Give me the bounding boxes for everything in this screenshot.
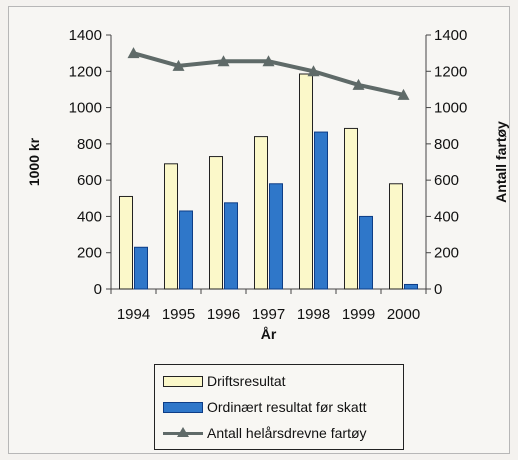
line-point-marker	[127, 47, 140, 59]
legend-swatch-driftsresultat	[163, 375, 203, 387]
line-point-marker	[397, 88, 410, 100]
y-tick-label: 1400	[69, 27, 102, 44]
x-tick-label: 1997	[252, 306, 285, 323]
line-point-marker	[262, 55, 275, 67]
legend-line-marker-icon	[163, 426, 203, 439]
x-tick-label: 1998	[297, 306, 330, 323]
y-tick-label: 0	[94, 281, 102, 298]
y-tick-label: 600	[77, 172, 102, 189]
y-tick-label: 400	[77, 208, 102, 225]
y2-tick-label: 1000	[434, 100, 467, 117]
y2-tick-label: 1400	[434, 27, 467, 44]
bar-driftsresultat	[389, 183, 403, 290]
legend-swatch-ordinaert-resultat	[163, 401, 203, 413]
x-tick-label: 1994	[117, 306, 150, 323]
x-tick-label: 1995	[162, 306, 195, 323]
bar-ordinaert-resultat	[134, 246, 148, 290]
bar-driftsresultat	[164, 163, 178, 290]
line-point-marker	[172, 59, 185, 71]
line-point-marker	[352, 78, 365, 90]
y2-tick-label: 800	[434, 136, 459, 153]
bar-driftsresultat	[299, 73, 313, 290]
y2-tick-label: 200	[434, 245, 459, 262]
y2-tick-label: 600	[434, 172, 459, 189]
line-point-marker	[307, 65, 320, 77]
y-tick-label: 200	[77, 245, 102, 262]
bar-ordinaert-resultat	[314, 131, 328, 290]
y-tick-label: 1200	[69, 63, 102, 80]
y2-tick-label: 1200	[434, 63, 467, 80]
legend-item-driftsresultat: Driftsresultat	[163, 371, 286, 391]
legend-label-driftsresultat: Driftsresultat	[207, 373, 286, 389]
x-axis-title: År	[261, 326, 277, 342]
legend-label-antall-fartoy: Antall helårsdrevne fartøy	[207, 425, 367, 441]
bar-driftsresultat	[344, 127, 358, 290]
y-axis-title-right: Antall fartøy	[493, 121, 509, 203]
bar-ordinaert-resultat	[224, 202, 238, 290]
legend: Driftsresultat Ordinært resultat før ska…	[154, 364, 404, 450]
x-tick-label: 2000	[387, 306, 420, 323]
y2-tick-label: 400	[434, 208, 459, 225]
bar-driftsresultat	[119, 195, 133, 290]
y-axis-title-left: 1000 kr	[26, 137, 42, 186]
y2-tick-label: 0	[434, 281, 442, 298]
bar-ordinaert-resultat	[404, 283, 418, 290]
bar-driftsresultat	[254, 136, 268, 290]
legend-item-ordinaert-resultat: Ordinært resultat før skatt	[163, 397, 366, 417]
bar-ordinaert-resultat	[359, 215, 373, 290]
bar-ordinaert-resultat	[269, 183, 283, 290]
bar-driftsresultat	[209, 156, 223, 290]
y-tick-label: 1000	[69, 100, 102, 117]
bar-ordinaert-resultat	[179, 210, 193, 290]
legend-label-ordinaert-resultat: Ordinært resultat før skatt	[207, 399, 367, 415]
x-tick-label: 1999	[342, 306, 375, 323]
x-tick-label: 1996	[207, 306, 240, 323]
line-point-marker	[217, 55, 230, 67]
y-tick-label: 800	[77, 136, 102, 153]
legend-item-antall-fartoy: Antall helårsdrevne fartøy	[163, 423, 367, 443]
